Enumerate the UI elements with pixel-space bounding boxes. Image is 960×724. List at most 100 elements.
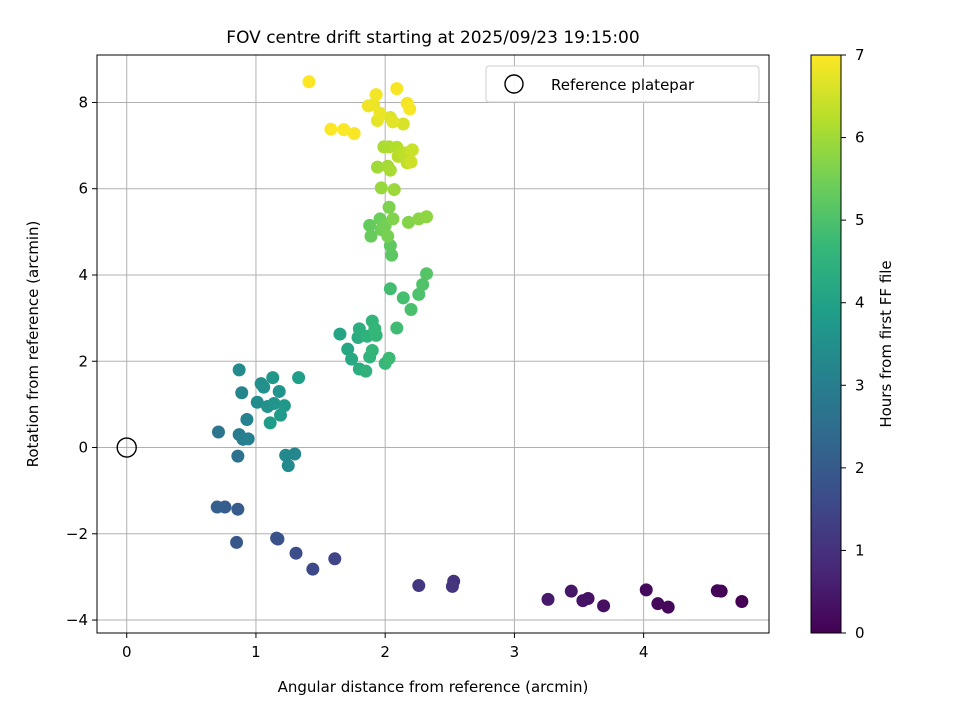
data-point: [210, 500, 224, 514]
data-point: [445, 579, 459, 593]
x-axis-label: Angular distance from reference (arcmin): [278, 678, 589, 696]
reference-marker-layer: [116, 437, 137, 458]
data-point: [347, 127, 361, 141]
data-point: [401, 215, 415, 229]
data-point: [383, 163, 397, 177]
data-point: [541, 592, 555, 606]
data-point: [241, 432, 255, 446]
data-point: [324, 122, 338, 136]
data-point: [364, 229, 378, 243]
data-point: [420, 210, 434, 224]
data-point: [359, 364, 373, 378]
data-point: [385, 248, 399, 262]
data-point: [368, 322, 382, 336]
data-point: [390, 82, 404, 96]
colorbar-tick-label: 0: [855, 624, 865, 642]
plot-area: [97, 55, 769, 633]
plot-frame: [96, 54, 770, 634]
data-point: [412, 579, 426, 593]
data-point: [396, 291, 410, 305]
data-point: [365, 343, 379, 357]
data-point: [363, 218, 377, 232]
data-point: [405, 143, 419, 157]
y-tick-label: 0: [78, 439, 88, 457]
y-tick-label: 6: [78, 180, 88, 198]
data-point: [279, 448, 293, 462]
data-point: [661, 600, 675, 614]
y-axis-ticks: −4 −2 0 2 4 6 8: [66, 93, 97, 629]
y-tick-label: 4: [78, 266, 88, 284]
data-point: [404, 302, 418, 316]
data-point: [341, 342, 355, 356]
data-point: [240, 412, 254, 426]
data-point: [386, 212, 400, 226]
data-point: [420, 267, 434, 281]
data-point: [651, 597, 665, 611]
data-point: [230, 535, 244, 549]
colorbar-tick-label: 7: [855, 46, 865, 64]
data-point: [597, 599, 611, 613]
legend: Reference platepar: [485, 65, 760, 103]
data-point: [270, 531, 284, 545]
data-point: [382, 200, 396, 214]
y-tick-label: −4: [66, 611, 88, 629]
data-point: [416, 277, 430, 291]
colorbar-tick-label: 1: [855, 541, 865, 559]
data-point: [710, 584, 724, 598]
data-point: [345, 352, 359, 366]
data-point: [257, 380, 271, 394]
data-point: [274, 408, 288, 422]
x-tick-label: 0: [122, 643, 132, 661]
data-point: [386, 115, 400, 129]
colorbar-tick-label: 4: [855, 294, 865, 312]
legend-reference-marker: [504, 74, 524, 94]
colorbar-label: Hours from first FF file: [877, 260, 895, 427]
colorbar-tick-label: 3: [855, 376, 865, 394]
colorbar-tick-label: 6: [855, 129, 865, 147]
data-point: [267, 397, 281, 411]
x-axis-ticks: 0 1 2 3 4: [122, 633, 648, 661]
data-point: [383, 282, 397, 296]
chart-title: FOV centre drift starting at 2025/09/23 …: [226, 28, 639, 48]
data-point: [272, 384, 286, 398]
colorbar: [810, 54, 842, 634]
colorbar-ticks: 0 1 2 3 4 5 6 7: [841, 46, 865, 642]
data-point: [412, 287, 426, 301]
data-point: [564, 584, 578, 598]
data-point: [231, 502, 245, 516]
y-tick-label: 2: [78, 352, 88, 370]
data-point: [337, 123, 351, 137]
data-point: [370, 160, 384, 174]
data-point: [231, 449, 245, 463]
y-tick-label: 8: [78, 93, 88, 111]
data-point: [266, 371, 280, 385]
data-point: [333, 327, 347, 341]
x-tick-label: 2: [380, 643, 390, 661]
colorbar-tick-label: 2: [855, 459, 865, 477]
colorbar-tick-label: 5: [855, 211, 865, 229]
x-tick-label: 4: [639, 643, 649, 661]
data-point: [281, 459, 295, 473]
data-points: [210, 75, 749, 614]
data-point: [302, 75, 316, 89]
data-point: [328, 552, 342, 566]
data-point: [396, 117, 410, 131]
data-point: [306, 562, 320, 576]
data-point: [250, 395, 264, 409]
data-point: [263, 416, 277, 430]
data-point: [361, 99, 375, 113]
data-point: [390, 321, 404, 335]
legend-box: [485, 65, 760, 103]
reference-platepar-marker: [116, 437, 137, 458]
data-point: [369, 88, 383, 102]
data-point: [387, 183, 401, 197]
y-axis-label: Rotation from reference (arcmin): [24, 221, 42, 468]
data-point: [211, 425, 225, 439]
data-point: [381, 229, 395, 243]
y-tick-label: −2: [66, 525, 88, 543]
legend-entry-reference: Reference platepar: [551, 76, 695, 94]
data-point: [639, 583, 653, 597]
x-tick-label: 3: [510, 643, 520, 661]
data-point: [232, 363, 246, 377]
